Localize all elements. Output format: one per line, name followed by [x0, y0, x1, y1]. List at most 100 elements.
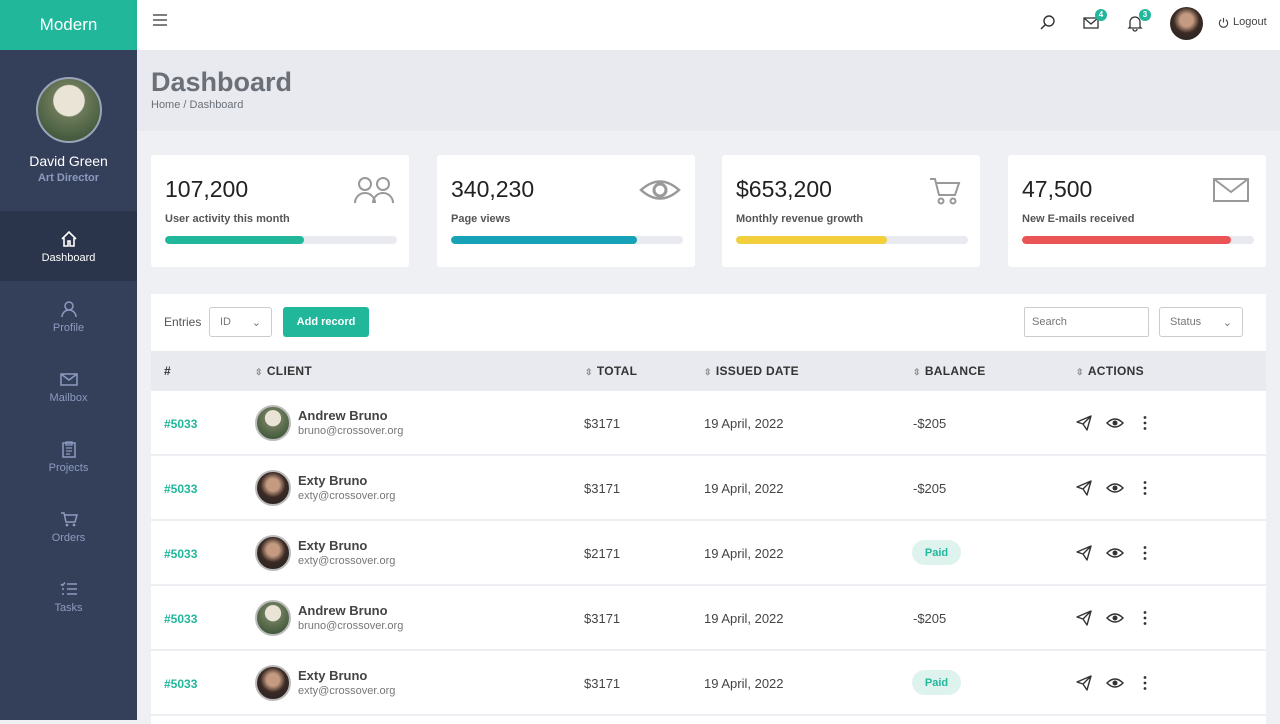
- chevron-down-icon: ⌄: [251, 316, 261, 329]
- stat-value: 340,230: [451, 176, 535, 202]
- entries-select[interactable]: ID ⌄: [209, 307, 272, 337]
- list-icon: [59, 581, 77, 595]
- col-issued-date[interactable]: ⇳ ISSUED DATE: [704, 364, 799, 378]
- sidebar-item-label: Projects: [48, 461, 89, 474]
- issued-date: 19 April, 2022: [704, 611, 784, 626]
- balance: -$205: [913, 416, 947, 431]
- progress-bar: [736, 236, 968, 244]
- power-icon: [1218, 17, 1229, 28]
- client-name: Exty Bruno: [298, 473, 368, 488]
- clipboard-icon: [61, 440, 76, 458]
- sidebar-item-orders[interactable]: Orders: [0, 491, 137, 561]
- more-vertical-icon[interactable]: [1136, 609, 1154, 627]
- issued-date: 19 April, 2022: [704, 546, 784, 561]
- avatar[interactable]: [35, 77, 102, 143]
- page-title: Dashboard: [151, 67, 293, 97]
- client-email: bruno@crossover.org: [298, 620, 404, 632]
- client-name: Exty Bruno: [298, 668, 368, 683]
- stat-value: 47,500: [1022, 176, 1093, 202]
- user-profile: David Green Art Director: [0, 50, 137, 211]
- eye-icon[interactable]: [1106, 609, 1124, 627]
- progress-fill: [451, 236, 637, 244]
- sort-icon: ⇳: [585, 367, 593, 377]
- logout-button[interactable]: Logout: [1218, 16, 1267, 28]
- table-row: #5033 Exty Bruno exty@crossover.org $217…: [151, 521, 1266, 586]
- total: $3171: [584, 676, 621, 691]
- eye-icon[interactable]: [1106, 414, 1124, 432]
- sidebar-item-tasks[interactable]: Tasks: [0, 561, 137, 631]
- menu-icon[interactable]: [153, 14, 167, 26]
- add-record-button[interactable]: Add record: [283, 307, 369, 337]
- stat-label: Page views: [451, 213, 511, 225]
- table-row: #5033 Exty Bruno exty@crossover.org $317…: [151, 651, 1266, 716]
- sidebar-item-label: Profile: [52, 321, 85, 334]
- client-email: exty@crossover.org: [298, 685, 396, 697]
- invoice-id-link[interactable]: #5033: [164, 417, 198, 431]
- avatar: [255, 600, 291, 636]
- progress-fill: [736, 236, 887, 244]
- more-vertical-icon[interactable]: [1136, 479, 1154, 497]
- notifications-button[interactable]: 3: [1126, 9, 1151, 32]
- client-email: bruno@crossover.org: [298, 425, 404, 437]
- client-name: Andrew Bruno: [298, 408, 388, 423]
- col-balance[interactable]: ⇳ BALANCE: [913, 364, 986, 378]
- avatar: [255, 665, 291, 701]
- sidebar-item-label: Mailbox: [49, 391, 88, 404]
- col-actions[interactable]: ⇳ ACTIONS: [1076, 364, 1144, 378]
- invoice-id-link[interactable]: #5033: [164, 547, 198, 561]
- client-email: exty@crossover.org: [298, 555, 396, 567]
- eye-icon[interactable]: [1106, 544, 1124, 562]
- send-icon[interactable]: [1075, 479, 1093, 497]
- breadcrumb[interactable]: Home / Dashboard: [151, 99, 244, 111]
- sidebar-item-projects[interactable]: Projects: [0, 421, 137, 491]
- search-icon[interactable]: [1039, 14, 1057, 32]
- mail-button[interactable]: 4: [1082, 9, 1107, 32]
- sidebar-item-label: Tasks: [54, 601, 83, 614]
- invoice-id-link[interactable]: #5033: [164, 677, 198, 691]
- sidebar-item-mailbox[interactable]: Mailbox: [0, 351, 137, 421]
- eye-icon[interactable]: [1106, 674, 1124, 692]
- issued-date: 19 April, 2022: [704, 416, 784, 431]
- total: $2171: [584, 546, 621, 561]
- client-email: exty@crossover.org: [298, 490, 396, 502]
- avatar: [255, 405, 291, 441]
- invoice-id-link[interactable]: #5033: [164, 612, 198, 626]
- more-vertical-icon[interactable]: [1136, 544, 1154, 562]
- entries-label: Entries: [164, 315, 202, 329]
- table-row: #5033 Andrew Bruno bruno@crossover.org $…: [151, 586, 1266, 651]
- sort-icon: ⇳: [704, 367, 712, 377]
- col-total[interactable]: ⇳ TOTAL: [585, 364, 638, 378]
- more-vertical-icon[interactable]: [1136, 674, 1154, 692]
- send-icon[interactable]: [1075, 544, 1093, 562]
- eye-icon[interactable]: [1106, 479, 1124, 497]
- user-avatar[interactable]: [1170, 7, 1203, 40]
- topbar: 4 3 Logout: [137, 0, 1280, 50]
- status-select[interactable]: Status ⌄: [1159, 307, 1243, 337]
- sidebar-item-label: Dashboard: [41, 251, 96, 264]
- more-vertical-icon[interactable]: [1136, 414, 1154, 432]
- col-client[interactable]: ⇳ CLIENT: [255, 364, 312, 378]
- status-badge: Paid: [912, 670, 961, 695]
- invoice-id-link[interactable]: #5033: [164, 482, 198, 496]
- user-role: Art Director: [37, 172, 100, 184]
- brand-logo[interactable]: Modern: [0, 0, 137, 50]
- search-input[interactable]: [1024, 307, 1149, 337]
- send-icon[interactable]: [1075, 674, 1093, 692]
- sidebar-item-dashboard[interactable]: Dashboard: [0, 211, 137, 281]
- logout-label: Logout: [1233, 16, 1267, 28]
- records-panel: Entries ID ⌄ Add record Status ⌄ # ⇳CLIENT…: [151, 294, 1266, 724]
- balance: -$205: [913, 611, 947, 626]
- col-id[interactable]: #: [164, 364, 171, 378]
- send-icon[interactable]: [1075, 609, 1093, 627]
- send-icon[interactable]: [1075, 414, 1093, 432]
- sidebar-item-profile[interactable]: Profile: [0, 281, 137, 351]
- table-row: #5033 Exty Bruno exty@crossover.org $317…: [151, 456, 1266, 521]
- progress-bar: [451, 236, 683, 244]
- stat-card: 107,200 User activity this month: [151, 155, 409, 267]
- mail-icon: [1083, 17, 1099, 29]
- table-row: #5033 Andrew Bruno bruno@crossover.org $…: [151, 391, 1266, 456]
- total: $3171: [584, 416, 621, 431]
- stat-card: 47,500 New E-mails received: [1008, 155, 1266, 267]
- stat-label: New E-mails received: [1022, 213, 1135, 225]
- bell-icon: [1127, 16, 1143, 32]
